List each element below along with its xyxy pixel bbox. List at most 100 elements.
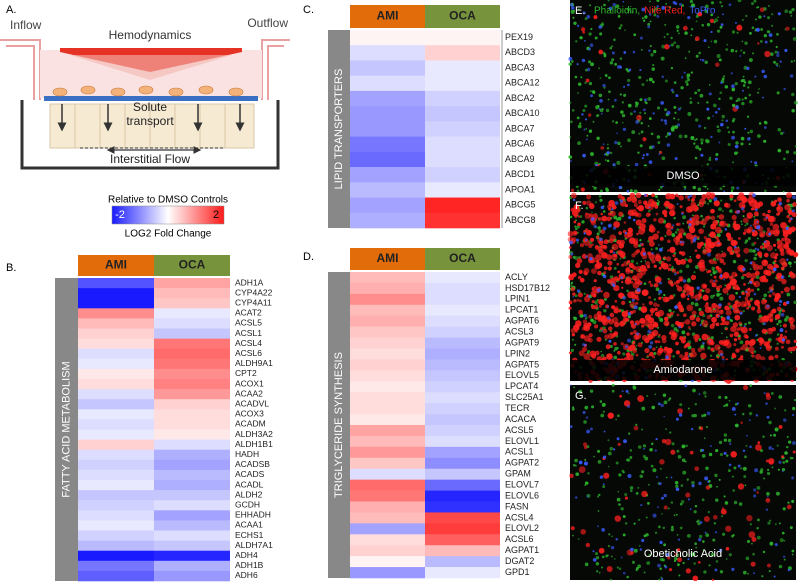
heat-cell	[350, 45, 425, 61]
stain-dot	[647, 97, 651, 101]
stain-dot	[677, 203, 679, 205]
stain-dot	[738, 337, 741, 340]
stain-dot	[587, 472, 589, 474]
stain-dot	[735, 50, 737, 52]
heat-cell	[154, 531, 230, 541]
heat-cell	[350, 76, 425, 92]
stain-dot	[614, 63, 617, 66]
stain-dot	[622, 296, 626, 300]
stain-dot	[651, 465, 654, 468]
gene-label: ACSL1	[505, 447, 534, 457]
stain-dot	[603, 271, 606, 274]
stain-dot	[658, 334, 661, 337]
stain-dot	[710, 224, 716, 230]
stain-dot	[757, 92, 759, 94]
stain-dot	[782, 262, 788, 268]
stain-dot	[638, 206, 644, 212]
stain-dot	[747, 573, 749, 575]
stain-dot	[781, 313, 785, 317]
stain-dot	[608, 340, 611, 343]
stain-dot	[699, 535, 702, 538]
stain-dot	[571, 328, 576, 333]
gene-label: ADH4	[235, 550, 258, 560]
stain-dot	[735, 105, 739, 109]
stain-dot	[657, 564, 661, 568]
stain-dot	[679, 195, 684, 200]
heat-cell	[154, 389, 230, 399]
stain-dot	[673, 237, 679, 243]
stain-dot	[655, 195, 658, 198]
stain-dot	[744, 224, 746, 226]
stain-dot	[739, 502, 743, 506]
stain-dot	[698, 228, 704, 234]
stain-dot	[589, 130, 592, 133]
gene-label: ACADM	[235, 419, 266, 429]
stain-dot	[680, 86, 683, 89]
stain-dot	[704, 476, 708, 480]
stain-dot	[731, 186, 735, 190]
stain-dot	[786, 150, 789, 153]
stain-dot	[673, 217, 675, 219]
stain-dot	[782, 310, 785, 313]
stain-dot	[578, 215, 580, 217]
stain-dot	[749, 328, 752, 331]
stain-dot	[624, 221, 627, 224]
stain-dot	[667, 249, 669, 251]
stain-dot	[756, 491, 759, 494]
stain-dot	[613, 252, 616, 255]
stain-dot	[734, 199, 737, 202]
stain-dot	[594, 301, 598, 305]
stain-dot	[611, 546, 615, 550]
stain-dot	[628, 474, 632, 478]
stain-dot	[613, 342, 617, 346]
heat-cell	[154, 369, 230, 379]
stain-dot	[720, 82, 722, 84]
stain-dot	[605, 187, 608, 190]
stain-dot	[722, 533, 725, 536]
stain-dot	[722, 507, 724, 509]
stain-dot	[589, 351, 596, 358]
stain-dot	[636, 569, 638, 571]
stain-dot	[718, 242, 720, 244]
gene-label: ACAT2	[235, 308, 262, 318]
stain-dot	[701, 219, 707, 225]
stain-dot	[659, 267, 662, 270]
stain-dot	[763, 293, 767, 297]
stain-dot	[686, 83, 689, 86]
stain-dot	[593, 121, 595, 123]
heat-cell	[425, 403, 500, 414]
stain-dot	[740, 467, 742, 469]
stain-dot	[674, 112, 676, 114]
stain-dot	[590, 62, 594, 66]
gene-label: APOA1	[505, 184, 535, 194]
stain-dot	[716, 293, 720, 297]
gene-label: SLC25A1	[505, 392, 544, 402]
stain-dot	[611, 283, 614, 286]
stain-dot	[671, 43, 674, 46]
stain-dot	[744, 128, 746, 130]
stain-dot	[580, 76, 582, 78]
stain-dot	[660, 101, 664, 105]
stain-dot	[647, 502, 650, 505]
stain-dot	[775, 253, 778, 256]
stain-dot	[650, 45, 652, 47]
gene-label: EHHADH	[235, 510, 271, 520]
stain-dot	[776, 46, 778, 48]
stain-dot	[626, 576, 629, 579]
heat-cell	[425, 567, 500, 578]
heat-cell	[425, 392, 500, 403]
stain-dot	[577, 289, 580, 292]
stain-dot	[681, 484, 684, 487]
stain-dot	[681, 445, 685, 449]
stain-dot	[745, 15, 747, 17]
stain-dot	[784, 559, 786, 561]
stain-dot	[657, 141, 660, 144]
outflow-label: Outflow	[247, 16, 288, 30]
stain-dot	[603, 309, 606, 312]
stain-dot	[628, 346, 634, 352]
stain-dot	[649, 0, 651, 2]
group-label: FATTY ACID METABOLISM	[60, 361, 72, 497]
stain-dot	[686, 305, 693, 312]
stain-dot	[709, 279, 713, 283]
